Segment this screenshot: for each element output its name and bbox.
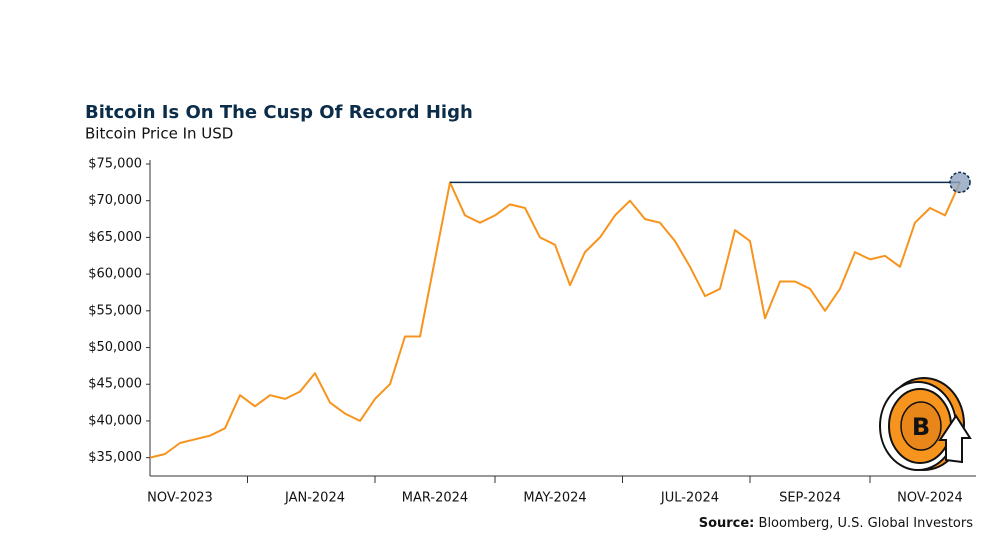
svg-text:B: B bbox=[912, 413, 930, 441]
x-tick-label: JUL-2024 bbox=[660, 491, 719, 506]
chart-subtitle: Bitcoin Price In USD bbox=[85, 125, 233, 143]
x-tick-label: SEP-2024 bbox=[779, 491, 841, 506]
record-marker bbox=[949, 171, 971, 194]
y-tick-label: $60,000 bbox=[88, 267, 142, 282]
x-tick-label: MAR-2024 bbox=[402, 491, 468, 506]
x-tick-label: MAY-2024 bbox=[523, 491, 586, 506]
y-tick-label: $40,000 bbox=[88, 413, 142, 428]
x-tick-label: JAN-2024 bbox=[284, 491, 345, 506]
y-tick-label: $65,000 bbox=[88, 230, 142, 245]
y-tick-label: $75,000 bbox=[88, 157, 142, 172]
y-tick-label: $55,000 bbox=[88, 303, 142, 318]
source-text: Bloomberg, U.S. Global Investors bbox=[759, 516, 974, 531]
bitcoin-icon: B bbox=[879, 377, 972, 471]
x-tick-label: NOV-2023 bbox=[147, 491, 213, 506]
y-tick-label: $45,000 bbox=[88, 377, 142, 392]
x-tick-label: NOV-2024 bbox=[897, 491, 963, 506]
y-tick-label: $70,000 bbox=[88, 193, 142, 208]
y-tick-label: $35,000 bbox=[88, 450, 142, 465]
y-tick-label: $50,000 bbox=[88, 340, 142, 355]
price-line bbox=[149, 181, 961, 459]
source: Source: Bloomberg, U.S. Global Investors bbox=[699, 516, 974, 531]
chart-title: Bitcoin Is On The Cusp Of Record High bbox=[85, 102, 473, 123]
source-label: Source: bbox=[699, 516, 755, 531]
